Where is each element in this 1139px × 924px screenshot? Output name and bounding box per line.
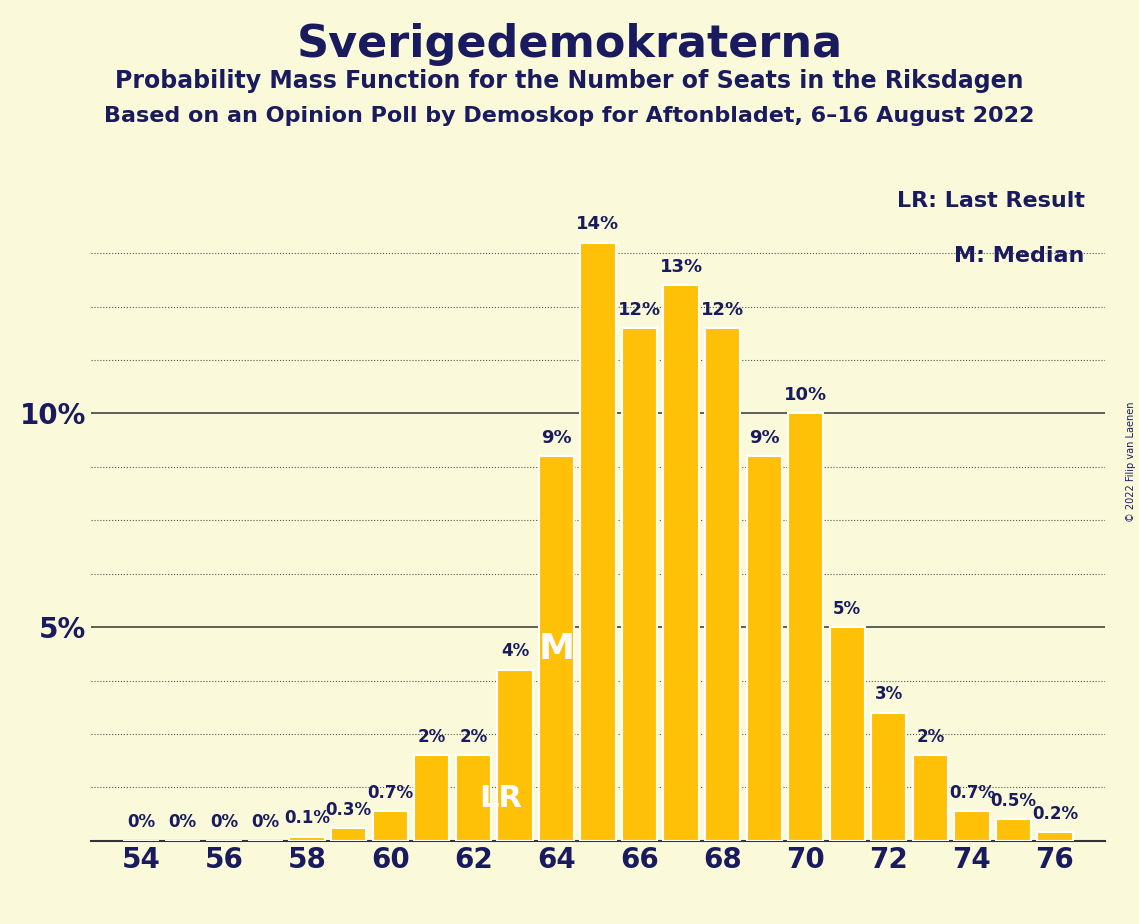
Bar <box>331 828 367 841</box>
Text: 0.1%: 0.1% <box>284 809 330 827</box>
Text: 0.7%: 0.7% <box>949 784 995 801</box>
Text: 12%: 12% <box>618 300 661 319</box>
Text: M: M <box>539 631 574 665</box>
Bar <box>580 243 616 841</box>
Bar <box>995 820 1031 841</box>
Bar <box>622 328 657 841</box>
Text: Probability Mass Function for the Number of Seats in the Riksdagen: Probability Mass Function for the Number… <box>115 69 1024 93</box>
Bar <box>746 456 781 841</box>
Text: 2%: 2% <box>916 728 944 746</box>
Text: 0%: 0% <box>126 813 155 832</box>
Text: 0%: 0% <box>169 813 197 832</box>
Text: 0%: 0% <box>252 813 280 832</box>
Text: 5%: 5% <box>834 600 861 618</box>
Bar <box>539 456 574 841</box>
Bar <box>1038 833 1073 841</box>
Text: 12%: 12% <box>700 300 744 319</box>
Text: © 2022 Filip van Laenen: © 2022 Filip van Laenen <box>1126 402 1136 522</box>
Text: LR: Last Result: LR: Last Result <box>896 191 1084 212</box>
Text: M: Median: M: Median <box>954 246 1084 266</box>
Text: 0.2%: 0.2% <box>1032 805 1077 823</box>
Text: 3%: 3% <box>875 686 903 703</box>
Text: 0.3%: 0.3% <box>326 800 371 819</box>
Bar <box>705 328 740 841</box>
Text: 10%: 10% <box>784 386 827 404</box>
Bar <box>289 836 325 841</box>
Bar <box>912 756 948 841</box>
Text: Based on an Opinion Poll by Demoskop for Aftonbladet, 6–16 August 2022: Based on an Opinion Poll by Demoskop for… <box>105 106 1034 127</box>
Text: 0.5%: 0.5% <box>991 792 1036 810</box>
Text: Sverigedemokraterna: Sverigedemokraterna <box>296 23 843 67</box>
Text: 13%: 13% <box>659 258 703 276</box>
Bar <box>415 756 450 841</box>
Text: 14%: 14% <box>576 215 620 233</box>
Bar <box>829 627 865 841</box>
Text: 2%: 2% <box>418 728 445 746</box>
Bar <box>498 670 533 841</box>
Bar <box>871 712 907 841</box>
Bar <box>663 286 698 841</box>
Text: 0%: 0% <box>210 813 238 832</box>
Bar <box>788 414 823 841</box>
Bar <box>456 756 491 841</box>
Bar <box>372 811 408 841</box>
Bar <box>954 811 990 841</box>
Text: LR: LR <box>480 784 523 812</box>
Text: 9%: 9% <box>748 429 779 447</box>
Text: 4%: 4% <box>501 642 528 661</box>
Text: 9%: 9% <box>541 429 572 447</box>
Text: 2%: 2% <box>459 728 487 746</box>
Text: 0.7%: 0.7% <box>367 784 413 801</box>
